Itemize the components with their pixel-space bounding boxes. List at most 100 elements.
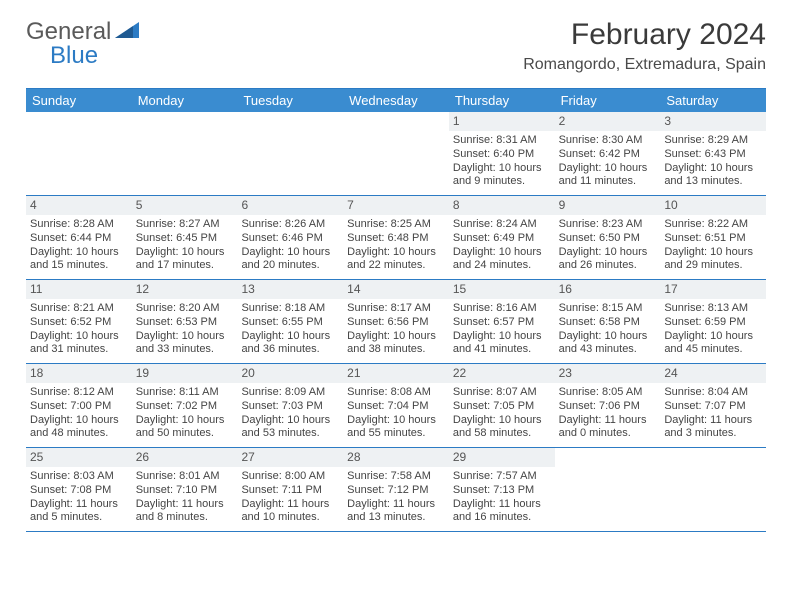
sunset: Sunset: 6:53 PM <box>136 316 234 330</box>
day-number: 21 <box>343 364 449 383</box>
sunrise: Sunrise: 8:17 AM <box>347 302 445 316</box>
sunrise: Sunrise: 8:07 AM <box>453 386 551 400</box>
sunrise: Sunrise: 8:26 AM <box>241 218 339 232</box>
sunset: Sunset: 6:51 PM <box>664 232 762 246</box>
dow-sun: Sunday <box>26 89 132 112</box>
day-cell: 16Sunrise: 8:15 AMSunset: 6:58 PMDayligh… <box>555 280 661 363</box>
day-number: 25 <box>26 448 132 467</box>
sunrise: Sunrise: 8:22 AM <box>664 218 762 232</box>
daylight: Daylight: 11 hours and 10 minutes. <box>241 498 339 526</box>
sunrise: Sunrise: 8:21 AM <box>30 302 128 316</box>
sunset: Sunset: 7:13 PM <box>453 484 551 498</box>
day-cell: 21Sunrise: 8:08 AMSunset: 7:04 PMDayligh… <box>343 364 449 447</box>
daylight: Daylight: 10 hours and 55 minutes. <box>347 414 445 442</box>
sunrise: Sunrise: 8:29 AM <box>664 134 762 148</box>
daylight: Daylight: 10 hours and 45 minutes. <box>664 330 762 358</box>
daylight: Daylight: 10 hours and 58 minutes. <box>453 414 551 442</box>
sunrise: Sunrise: 8:13 AM <box>664 302 762 316</box>
day-cell: 23Sunrise: 8:05 AMSunset: 7:06 PMDayligh… <box>555 364 661 447</box>
sunrise: Sunrise: 8:01 AM <box>136 470 234 484</box>
week-row: 4Sunrise: 8:28 AMSunset: 6:44 PMDaylight… <box>26 196 766 280</box>
day-cell: 2Sunrise: 8:30 AMSunset: 6:42 PMDaylight… <box>555 112 661 195</box>
day-cell: 27Sunrise: 8:00 AMSunset: 7:11 PMDayligh… <box>237 448 343 531</box>
day-cell <box>555 448 661 531</box>
sunrise: Sunrise: 7:57 AM <box>453 470 551 484</box>
daylight: Daylight: 10 hours and 41 minutes. <box>453 330 551 358</box>
sunrise: Sunrise: 8:23 AM <box>559 218 657 232</box>
day-number: 13 <box>237 280 343 299</box>
day-number: 2 <box>555 112 661 131</box>
sunrise: Sunrise: 7:58 AM <box>347 470 445 484</box>
day-cell: 29Sunrise: 7:57 AMSunset: 7:13 PMDayligh… <box>449 448 555 531</box>
daylight: Daylight: 10 hours and 24 minutes. <box>453 246 551 274</box>
dow-fri: Friday <box>555 89 661 112</box>
day-number: 19 <box>132 364 238 383</box>
sunrise: Sunrise: 8:28 AM <box>30 218 128 232</box>
day-cell: 3Sunrise: 8:29 AMSunset: 6:43 PMDaylight… <box>660 112 766 195</box>
day-cell: 26Sunrise: 8:01 AMSunset: 7:10 PMDayligh… <box>132 448 238 531</box>
day-number: 8 <box>449 196 555 215</box>
sunset: Sunset: 7:11 PM <box>241 484 339 498</box>
sunrise: Sunrise: 8:08 AM <box>347 386 445 400</box>
sunset: Sunset: 6:48 PM <box>347 232 445 246</box>
day-cell: 18Sunrise: 8:12 AMSunset: 7:00 PMDayligh… <box>26 364 132 447</box>
daylight: Daylight: 11 hours and 13 minutes. <box>347 498 445 526</box>
day-cell: 25Sunrise: 8:03 AMSunset: 7:08 PMDayligh… <box>26 448 132 531</box>
day-cell: 5Sunrise: 8:27 AMSunset: 6:45 PMDaylight… <box>132 196 238 279</box>
sunrise: Sunrise: 8:11 AM <box>136 386 234 400</box>
day-cell: 8Sunrise: 8:24 AMSunset: 6:49 PMDaylight… <box>449 196 555 279</box>
day-number: 27 <box>237 448 343 467</box>
daylight: Daylight: 10 hours and 50 minutes. <box>136 414 234 442</box>
sunset: Sunset: 7:10 PM <box>136 484 234 498</box>
location: Romangordo, Extremadura, Spain <box>523 56 766 74</box>
sunrise: Sunrise: 8:04 AM <box>664 386 762 400</box>
sunset: Sunset: 6:57 PM <box>453 316 551 330</box>
day-cell: 15Sunrise: 8:16 AMSunset: 6:57 PMDayligh… <box>449 280 555 363</box>
sunset: Sunset: 7:03 PM <box>241 400 339 414</box>
daylight: Daylight: 11 hours and 3 minutes. <box>664 414 762 442</box>
sunrise: Sunrise: 8:03 AM <box>30 470 128 484</box>
week-row: 25Sunrise: 8:03 AMSunset: 7:08 PMDayligh… <box>26 448 766 532</box>
sunset: Sunset: 6:40 PM <box>453 148 551 162</box>
day-cell: 14Sunrise: 8:17 AMSunset: 6:56 PMDayligh… <box>343 280 449 363</box>
daylight: Daylight: 10 hours and 33 minutes. <box>136 330 234 358</box>
sunrise: Sunrise: 8:24 AM <box>453 218 551 232</box>
day-cell <box>26 112 132 195</box>
dow-thu: Thursday <box>449 89 555 112</box>
title-block: February 2024 Romangordo, Extremadura, S… <box>523 18 766 74</box>
daylight: Daylight: 10 hours and 13 minutes. <box>664 162 762 190</box>
daylight: Daylight: 11 hours and 16 minutes. <box>453 498 551 526</box>
daylight: Daylight: 10 hours and 22 minutes. <box>347 246 445 274</box>
day-cell: 24Sunrise: 8:04 AMSunset: 7:07 PMDayligh… <box>660 364 766 447</box>
day-cell: 10Sunrise: 8:22 AMSunset: 6:51 PMDayligh… <box>660 196 766 279</box>
day-cell <box>237 112 343 195</box>
day-number: 1 <box>449 112 555 131</box>
sunset: Sunset: 7:12 PM <box>347 484 445 498</box>
calendar: Sunday Monday Tuesday Wednesday Thursday… <box>26 88 766 532</box>
sunrise: Sunrise: 8:12 AM <box>30 386 128 400</box>
header: General Blue February 2024 Romangordo, E… <box>26 18 766 74</box>
day-cell: 19 Sunrise: 8:11 AMSunset: 7:02 PMDayligh… <box>132 364 238 447</box>
day-number: 17 <box>660 280 766 299</box>
daylight: Daylight: 10 hours and 11 minutes. <box>559 162 657 190</box>
sunrise: Sunrise: 8:25 AM <box>347 218 445 232</box>
day-cell: 4Sunrise: 8:28 AMSunset: 6:44 PMDaylight… <box>26 196 132 279</box>
daylight: Daylight: 10 hours and 53 minutes. <box>241 414 339 442</box>
week-row: 1Sunrise: 8:31 AMSunset: 6:40 PMDaylight… <box>26 112 766 196</box>
sunset: Sunset: 7:02 PM <box>136 400 234 414</box>
day-cell: 22Sunrise: 8:07 AMSunset: 7:05 PMDayligh… <box>449 364 555 447</box>
day-number: 5 <box>132 196 238 215</box>
sunset: Sunset: 6:59 PM <box>664 316 762 330</box>
day-number: 15 <box>449 280 555 299</box>
sunset: Sunset: 7:00 PM <box>30 400 128 414</box>
logo-triangle-icon <box>115 20 141 45</box>
day-number: 14 <box>343 280 449 299</box>
sunset: Sunset: 6:55 PM <box>241 316 339 330</box>
sunrise: Sunrise: 8:30 AM <box>559 134 657 148</box>
day-cell: 20Sunrise: 8:09 AMSunset: 7:03 PMDayligh… <box>237 364 343 447</box>
daylight: Daylight: 10 hours and 15 minutes. <box>30 246 128 274</box>
day-cell: 11Sunrise: 8:21 AMSunset: 6:52 PMDayligh… <box>26 280 132 363</box>
daylight: Daylight: 10 hours and 9 minutes. <box>453 162 551 190</box>
day-number: 16 <box>555 280 661 299</box>
logo: General Blue <box>26 18 143 46</box>
